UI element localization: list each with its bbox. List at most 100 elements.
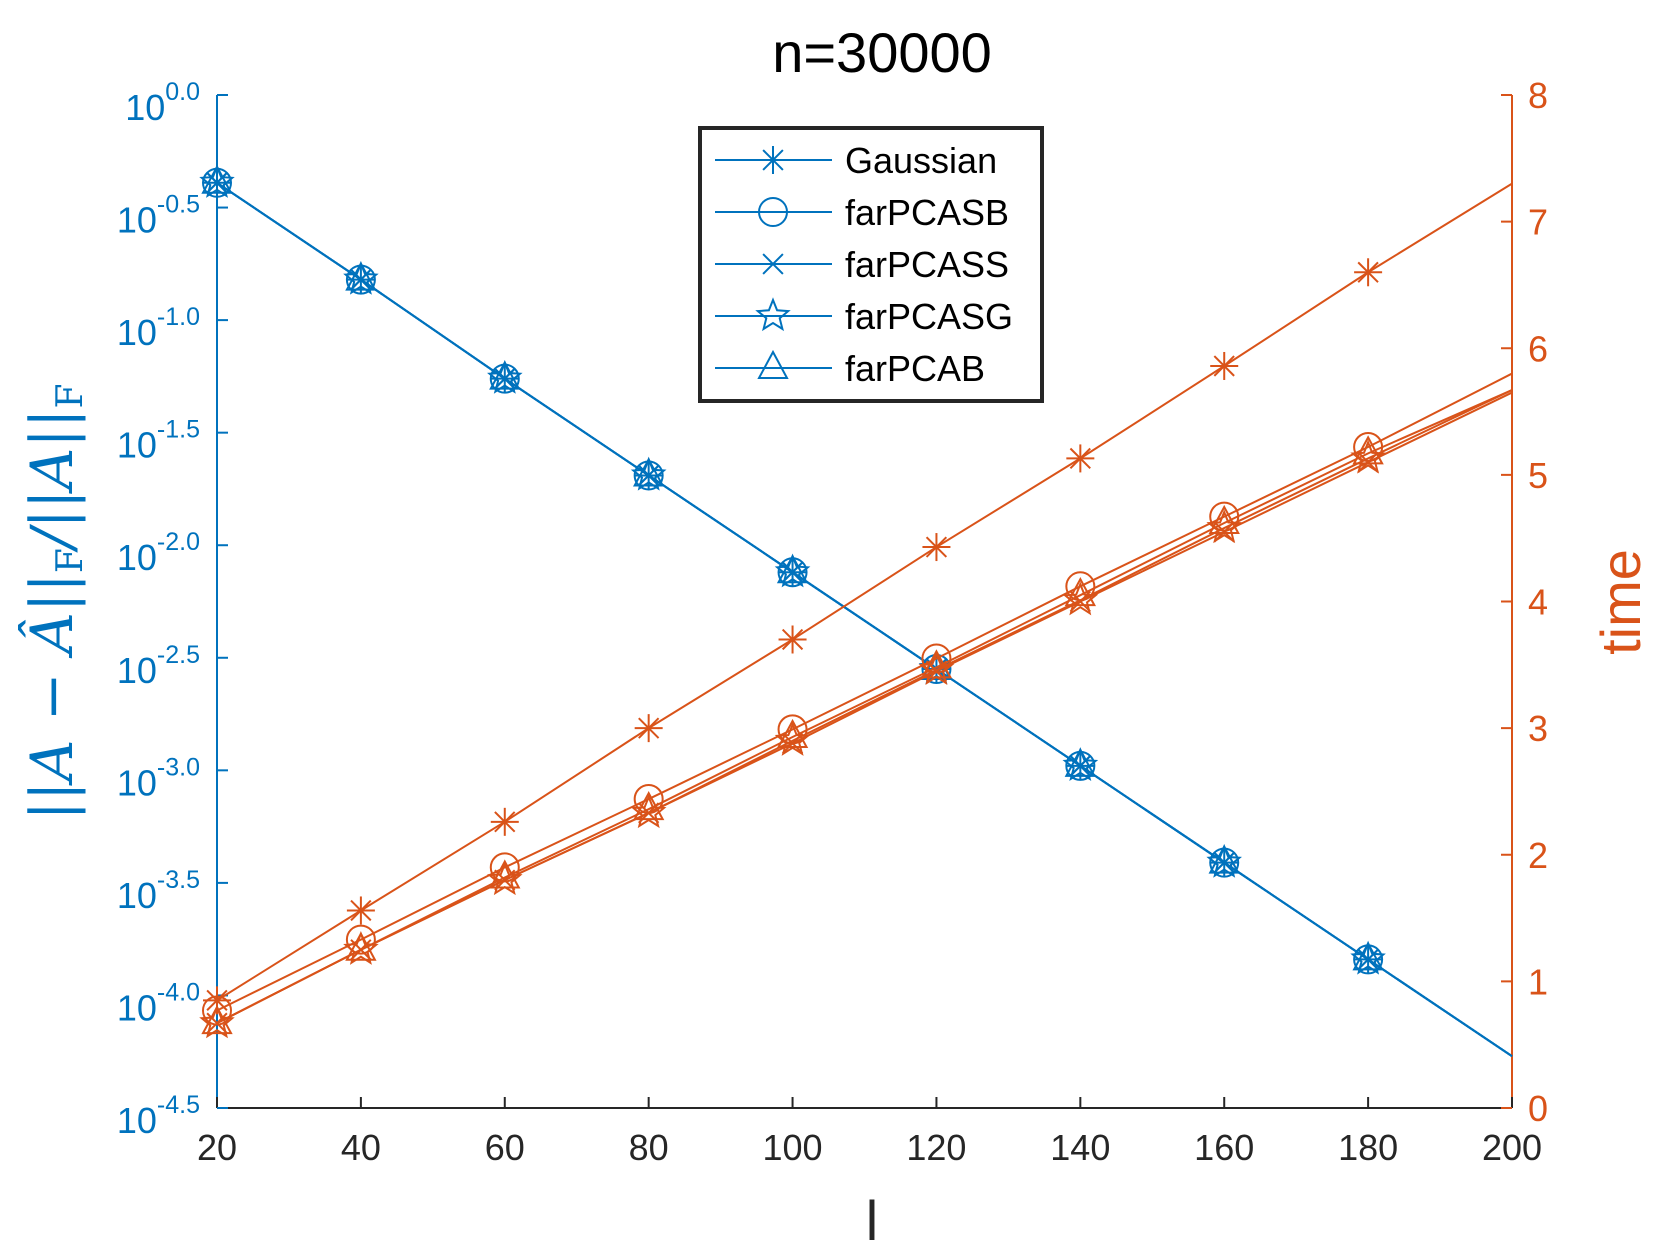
data-point-triangle [201, 1005, 233, 1035]
series-line [216, 372, 1513, 1012]
marker-triangle [1064, 577, 1097, 607]
tick-base: 10 [117, 987, 157, 1028]
x-tick-label: 20 [197, 1127, 237, 1168]
data-point-triangle [776, 718, 809, 748]
legend-entry: farPCASG [715, 296, 1013, 337]
x-tick-label: 200 [1482, 1127, 1542, 1168]
marker-stroke [206, 989, 228, 1011]
marker-stroke [350, 899, 372, 922]
legend-label: farPCAB [845, 348, 985, 389]
legend-entries: Gaussian farPCASB farPCASS farPCASG farPCAB [715, 140, 1013, 389]
legend: Gaussian farPCASB farPCASS farPCASG farPCAB [698, 126, 1044, 403]
x-tick-label: 160 [1194, 1127, 1254, 1168]
tick-exponent: -0.5 [157, 191, 200, 219]
data-point-pentagram [1062, 747, 1099, 782]
marker-triangle [632, 791, 665, 821]
data-point-triangle [632, 791, 665, 821]
marker-star [1206, 509, 1242, 544]
tick-base: 10 [117, 537, 157, 578]
marker-stroke [1213, 355, 1235, 377]
series-line [216, 391, 1513, 1025]
chart-title: n=30000 [772, 21, 992, 84]
y-left-tick-label: 10-2.5 [117, 641, 200, 691]
y-left-tick-label: 10-3.0 [117, 753, 200, 803]
marker-triangle [920, 649, 953, 679]
data-point-triangle [776, 554, 809, 584]
tick-base: 10 [117, 762, 157, 803]
y-left-axis-label: ||A − Â||F/||A||F [18, 384, 91, 821]
marker-star [343, 930, 379, 965]
data-point-triangle [489, 859, 521, 889]
series-line [216, 181, 1513, 1058]
y-left-tick-label: 10-2.0 [117, 528, 200, 578]
marker-star [755, 297, 791, 332]
marker-triangle [1352, 435, 1384, 465]
y-right-tick-label: 8 [1528, 75, 1548, 116]
y-left-tick-label: 10-1.5 [117, 416, 200, 466]
x-ticks: 20 40 60 80 100 120 140 160 180 200 [197, 1097, 1542, 1168]
data-point-asterisk [778, 625, 807, 654]
y-left-label-part4: /||A|| [18, 408, 86, 553]
y-left-label-sub-f2: F [50, 384, 91, 409]
tick-base: 10 [117, 875, 157, 916]
data-point-pentagram [343, 260, 379, 295]
marker-star [199, 164, 235, 198]
time-series-Gaussian [203, 182, 1513, 1015]
tick-exponent: -4.0 [157, 978, 200, 1006]
marker-star [1350, 439, 1386, 474]
marker-stroke [762, 253, 784, 275]
data-point-pentagram [199, 164, 235, 198]
tick-exponent: -1.0 [157, 303, 200, 331]
marker-triangle [1208, 504, 1240, 534]
data-point-asterisk [1210, 351, 1239, 380]
data-point-triangle [1352, 941, 1384, 971]
y-right-tick-label: 7 [1528, 202, 1548, 243]
tick-exponent: -4.5 [157, 1091, 200, 1119]
y-right-ticks: 0 1 2 3 4 5 6 7 8 [1501, 75, 1548, 1129]
time-series-farPCAB [201, 389, 1513, 1035]
data-point-triangle [345, 261, 377, 291]
data-point-triangle [1064, 747, 1097, 777]
data-point-triangle [1064, 577, 1097, 607]
marker-star [1350, 940, 1386, 975]
data-point-triangle [1352, 435, 1384, 465]
data-point-triangle [489, 360, 521, 390]
marker-triangle [776, 554, 809, 584]
legend-entry: Gaussian [715, 140, 997, 181]
series-layer [199, 164, 1513, 1058]
data-point-triangle [201, 164, 233, 194]
tick-base: 10 [117, 312, 157, 353]
marker-triangle [201, 1005, 233, 1035]
y-left-tick-label: 10-4.5 [117, 1091, 200, 1141]
data-point-pentagram [1062, 581, 1099, 616]
x-axis-label: l [866, 1189, 878, 1246]
tick-exponent: -2.5 [157, 641, 200, 669]
time-series-farPCASS [206, 391, 1513, 1034]
data-point-triangle [1208, 844, 1240, 874]
marker-triangle [489, 360, 521, 390]
legend-entry: farPCASB [715, 192, 1009, 233]
marker-star [487, 359, 523, 394]
legend-entry: farPCAB [715, 348, 985, 389]
y-left-tick-label: 10-0.5 [117, 191, 200, 241]
data-point-pentagram [1350, 940, 1386, 975]
time-series-farPCASB [202, 372, 1513, 1026]
y-left-tick-label: 10-4.0 [117, 978, 200, 1028]
marker-triangle [1064, 747, 1097, 777]
series-line [216, 389, 1513, 1025]
y-left-ticks: 100.010-0.510-1.010-1.510-2.010-2.510-3.… [117, 78, 228, 1141]
x-tick-label: 180 [1338, 1127, 1398, 1168]
y-right-tick-label: 4 [1528, 582, 1548, 623]
data-point-circle [758, 197, 788, 227]
tick-base: 10 [117, 200, 157, 241]
legend-label: farPCASS [845, 244, 1009, 285]
data-point-asterisk [759, 146, 787, 174]
marker-star [1062, 747, 1099, 782]
y-left-tick-label: 10-3.5 [117, 866, 200, 916]
data-point-pentagram [1350, 439, 1386, 474]
data-point-asterisk [490, 807, 519, 836]
marker-circle [758, 197, 788, 227]
y-left-label-part1: ||A − [18, 654, 86, 820]
legend-entry: farPCASS [715, 244, 1009, 285]
